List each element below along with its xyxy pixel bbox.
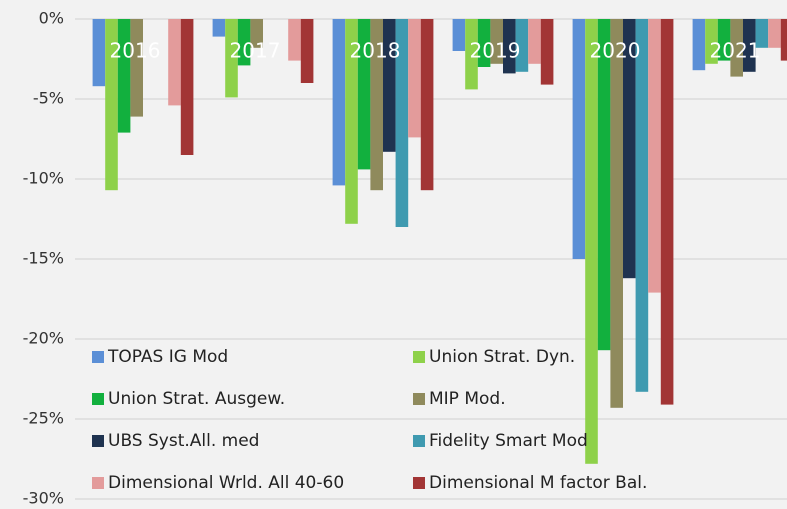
bar <box>212 19 226 37</box>
bar <box>420 19 434 191</box>
bar <box>503 19 516 74</box>
bar <box>288 19 301 61</box>
bar <box>730 19 743 77</box>
bar <box>768 19 781 48</box>
legend-label: UBS Syst.All. med <box>108 431 259 451</box>
bar <box>717 19 731 61</box>
bar <box>515 19 529 72</box>
bar <box>755 19 769 48</box>
legend-label: Union Strat. Ausgew. <box>108 389 285 409</box>
x-category-label: 2018 <box>350 39 401 63</box>
bar <box>370 19 383 191</box>
x-category-label: 2016 <box>110 39 161 63</box>
bar <box>597 19 611 351</box>
legend-label: TOPAS IG Mod <box>107 347 228 367</box>
bar <box>117 19 131 133</box>
y-tick-label: -5% <box>33 89 64 108</box>
bar <box>465 19 478 90</box>
bar <box>477 19 491 67</box>
bar <box>692 19 706 71</box>
x-category-label: 2021 <box>710 39 761 63</box>
legend-swatch <box>92 393 104 405</box>
x-category-label: 2020 <box>590 39 641 63</box>
bar <box>237 19 251 66</box>
y-tick-label: 0% <box>39 9 64 28</box>
bar <box>180 19 194 155</box>
bar <box>648 19 661 293</box>
bar <box>780 19 787 61</box>
bar <box>660 19 674 405</box>
bar <box>743 19 756 72</box>
x-category-label: 2019 <box>470 39 521 63</box>
bar <box>250 19 263 48</box>
bar <box>490 19 503 64</box>
bar <box>528 19 541 64</box>
y-tick-label: -20% <box>23 329 64 348</box>
bar <box>635 19 649 392</box>
bar <box>357 19 371 170</box>
legend-swatch <box>413 477 425 489</box>
legend-swatch <box>413 435 425 447</box>
bar <box>540 19 554 85</box>
legend-label: Union Strat. Dyn. <box>429 347 575 367</box>
legend-swatch <box>92 351 104 363</box>
bar <box>452 19 466 51</box>
bar <box>408 19 421 138</box>
y-tick-label: -10% <box>23 169 64 188</box>
bar <box>383 19 396 152</box>
legend-label: Dimensional Wrld. All 40-60 <box>108 473 344 493</box>
y-tick-label: -15% <box>23 249 64 268</box>
x-category-label: 2017 <box>230 39 281 63</box>
bar <box>623 19 636 279</box>
y-tick-label: -30% <box>23 489 64 508</box>
bar <box>92 19 106 87</box>
legend-swatch <box>92 477 104 489</box>
bar <box>225 19 238 98</box>
legend-label: Fidelity Smart Mod <box>429 431 588 451</box>
bar <box>572 19 586 259</box>
legend-label: Dimensional M factor Bal. <box>429 473 647 493</box>
legend-label: MIP Mod. <box>429 389 506 409</box>
legend-swatch <box>92 435 104 447</box>
bar <box>168 19 181 106</box>
legend-swatch <box>413 393 425 405</box>
bar <box>332 19 346 186</box>
bar <box>300 19 314 83</box>
bar <box>395 19 409 227</box>
legend-swatch <box>413 351 425 363</box>
bar <box>345 19 358 224</box>
bar <box>105 19 118 191</box>
bar <box>705 19 718 64</box>
y-tick-label: -25% <box>23 409 64 428</box>
bar <box>130 19 143 117</box>
bar <box>585 19 598 464</box>
bar <box>610 19 623 408</box>
